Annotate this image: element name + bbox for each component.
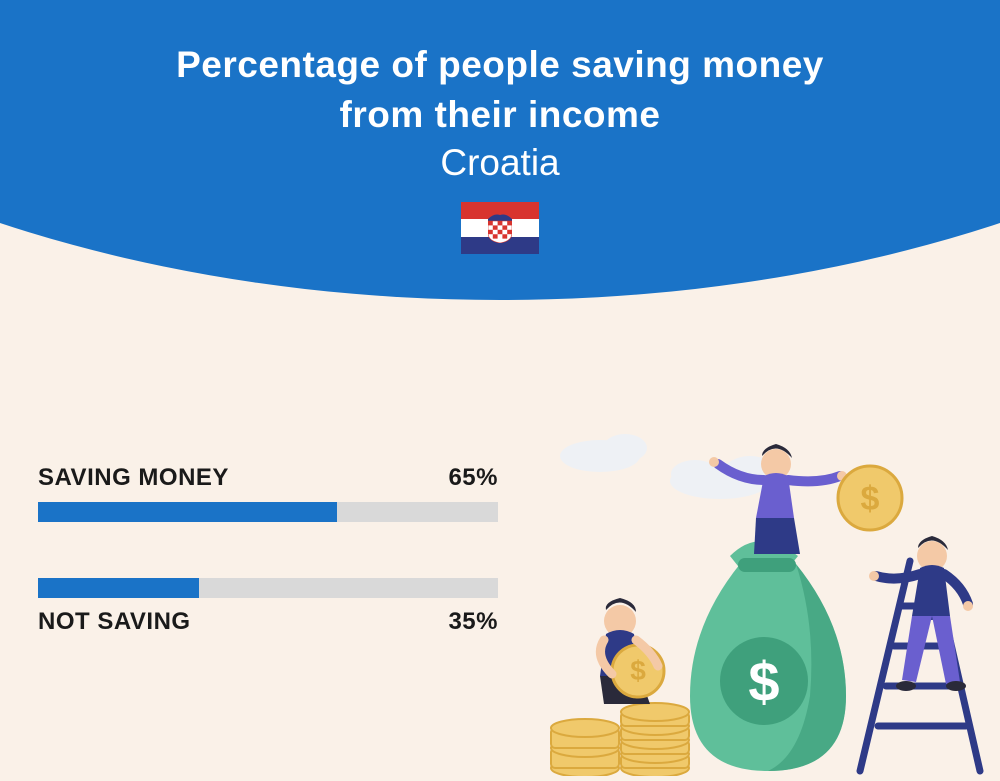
title-line-1: Percentage of people saving money: [176, 44, 824, 85]
person-sitting-icon: $: [600, 598, 664, 704]
bar-labels: SAVING MONEY 65%: [38, 464, 498, 492]
bar-fill: [38, 502, 337, 522]
money-bag-icon: $: [690, 541, 846, 771]
bar-label: NOT SAVING: [38, 608, 191, 636]
svg-text:$: $: [861, 480, 880, 518]
bar-track: [38, 502, 498, 522]
cloud-icon: [560, 434, 776, 499]
bar-fill: [38, 578, 199, 598]
bar-label: SAVING MONEY: [38, 464, 229, 492]
bar-chart: SAVING MONEY 65% NOT SAVING 35%: [38, 464, 498, 692]
page-title: Percentage of people saving money from t…: [0, 40, 1000, 140]
croatia-flag-icon: [461, 202, 539, 254]
bar-not-saving: NOT SAVING 35%: [38, 578, 498, 636]
bar-track: [38, 578, 498, 598]
country-name: Croatia: [0, 142, 1000, 184]
svg-text:$: $: [748, 650, 779, 713]
title-line-2: from their income: [340, 94, 661, 135]
bar-saving: SAVING MONEY 65%: [38, 464, 498, 522]
coin-stack-icon: [551, 703, 689, 776]
savings-illustration: $ $ $: [540, 426, 1000, 776]
svg-text:$: $: [630, 655, 646, 686]
flag-crest-icon: [488, 213, 512, 243]
bar-labels: NOT SAVING 35%: [38, 608, 498, 636]
bar-value: 65%: [448, 464, 498, 492]
header: Percentage of people saving money from t…: [0, 40, 1000, 254]
bar-value: 35%: [448, 608, 498, 636]
